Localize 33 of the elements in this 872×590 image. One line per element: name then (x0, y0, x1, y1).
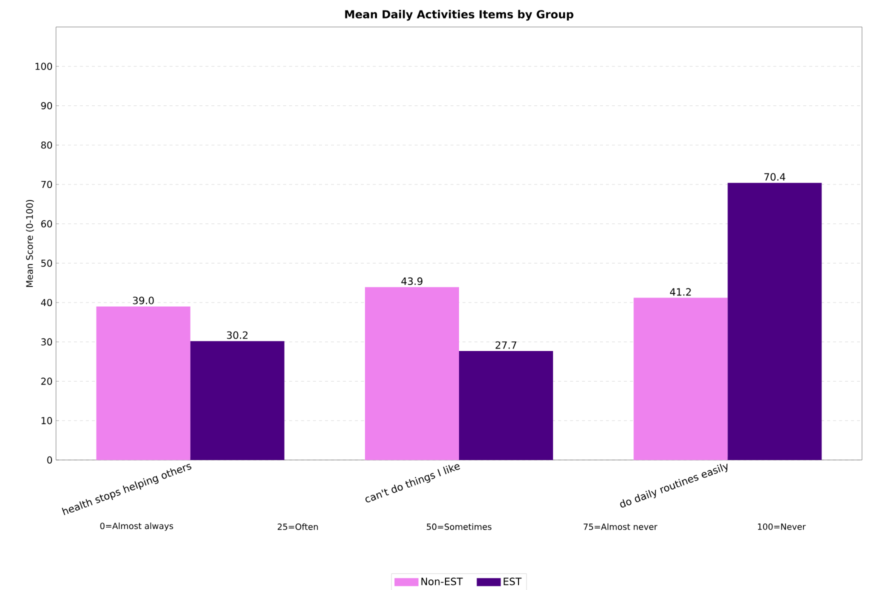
data-label: 70.4 (764, 173, 786, 181)
y-tick-label: 30 (41, 338, 52, 346)
data-label: 41.2 (670, 288, 691, 296)
legend-label: Non-EST (421, 578, 463, 586)
y-tick-label: 90 (41, 102, 52, 110)
text: 75=Almost never (584, 523, 658, 530)
y-tick-label: 80 (41, 141, 52, 149)
y-tick-label: 0 (47, 456, 52, 464)
y-axis-title: Mean Score (0-100) (26, 200, 34, 287)
data-label: 39.0 (132, 296, 154, 304)
text: 25=Often (278, 523, 318, 530)
bar (190, 341, 284, 460)
y-tick-label: 50 (41, 260, 52, 267)
y-tick-label: 20 (41, 378, 52, 385)
y-tick-label: 60 (41, 220, 52, 228)
text: 0=Almost always (100, 522, 174, 531)
chart-title: Mean Daily Activities Items by Group (345, 10, 574, 21)
x-tick-label: can't do things I like (365, 464, 460, 502)
legend-label: EST (504, 578, 522, 586)
y-tick-label: 70 (41, 180, 52, 188)
data-label: 27.7 (496, 341, 516, 349)
y-tick-label: 100 (36, 62, 52, 70)
bar (364, 287, 460, 460)
y-tick-label: 40 (41, 298, 52, 306)
data-label: 43.9 (401, 277, 422, 285)
text: 100=Never (758, 523, 806, 530)
text: 50=Sometimes (426, 523, 492, 530)
y-tick-label: 10 (42, 417, 52, 424)
bar (96, 306, 190, 460)
bar (728, 182, 822, 460)
bar (459, 350, 554, 460)
data-label: 30.2 (226, 331, 248, 339)
bar (634, 298, 728, 460)
